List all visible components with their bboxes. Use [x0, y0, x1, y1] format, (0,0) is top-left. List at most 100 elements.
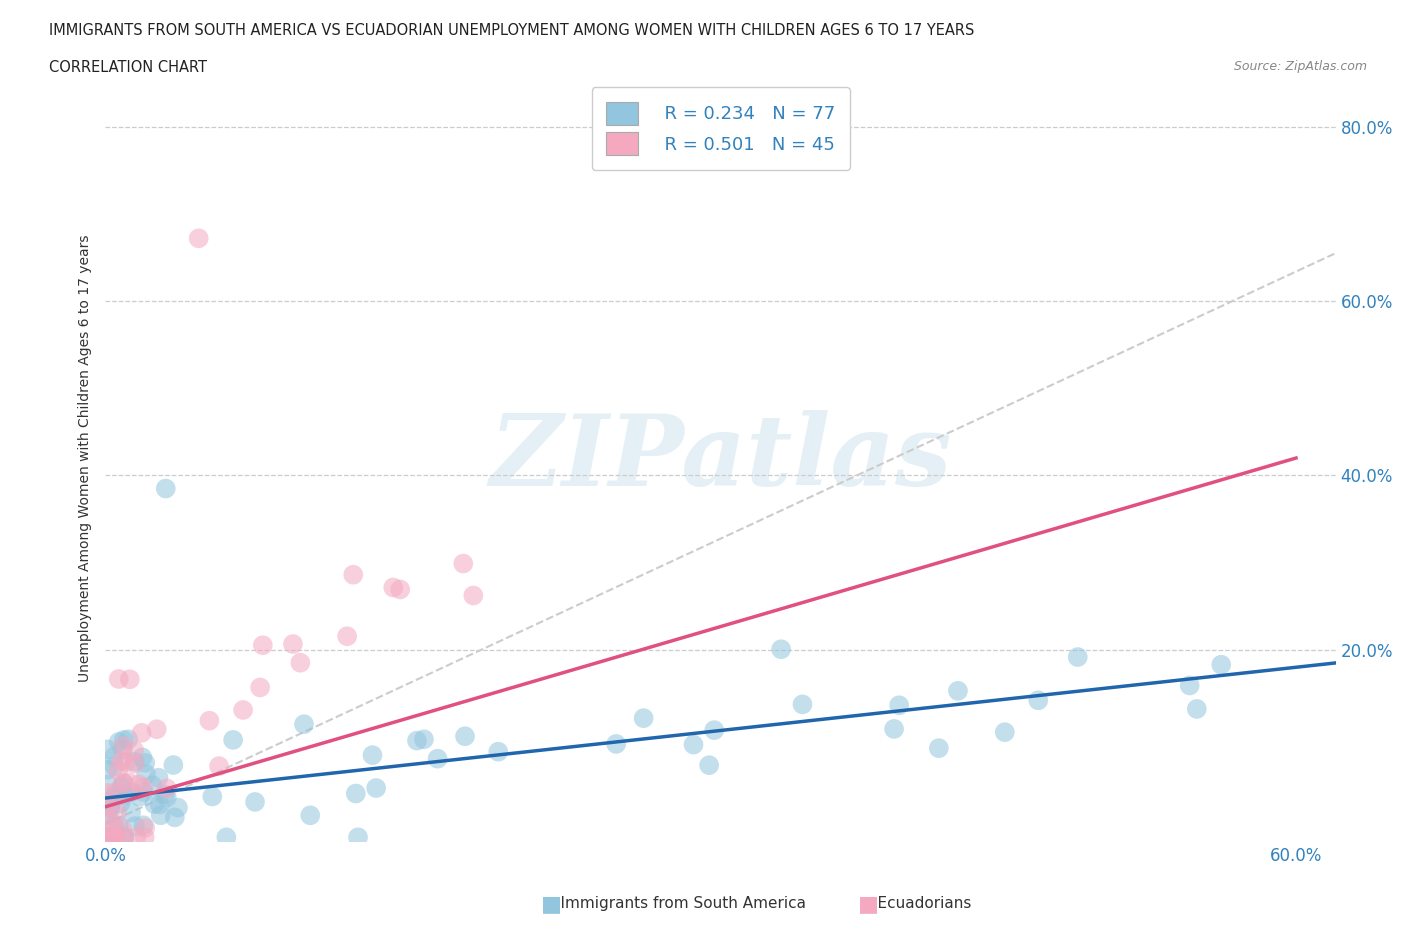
Point — [107, 671, 129, 686]
Text: Immigrants from South America: Immigrants from South America — [541, 897, 806, 911]
Point — [928, 740, 950, 755]
Point — [131, 750, 153, 764]
Point — [96, 799, 118, 814]
Point — [1026, 693, 1049, 708]
Point — [426, 751, 449, 766]
Point — [134, 830, 156, 844]
Point — [281, 636, 304, 651]
Point — [994, 724, 1017, 739]
Point — [463, 588, 485, 603]
Point — [162, 758, 184, 773]
Point — [98, 802, 121, 817]
Point — [96, 806, 118, 821]
Point — [682, 737, 704, 752]
Point — [97, 794, 120, 809]
Point — [128, 777, 150, 791]
Point — [132, 785, 155, 800]
Point — [110, 753, 132, 768]
Point — [112, 777, 135, 791]
Point — [163, 810, 186, 825]
Point — [215, 830, 238, 844]
Point — [883, 722, 905, 737]
Point — [96, 786, 118, 801]
Point — [453, 556, 475, 571]
Text: ■: ■ — [858, 894, 879, 914]
Point — [124, 756, 146, 771]
Point — [889, 698, 911, 712]
Point — [104, 785, 127, 800]
Point — [125, 830, 148, 844]
Point — [103, 790, 125, 805]
Point — [361, 748, 384, 763]
Point — [770, 642, 793, 657]
Point — [135, 766, 157, 781]
Point — [128, 790, 150, 804]
Point — [141, 777, 163, 792]
Point — [156, 790, 179, 805]
Point — [98, 830, 121, 844]
Point — [156, 781, 179, 796]
Y-axis label: Unemployment Among Women with Children Ages 6 to 17 years: Unemployment Among Women with Children A… — [79, 234, 93, 682]
Point — [111, 775, 134, 790]
Point — [124, 754, 146, 769]
Point — [96, 777, 118, 792]
Point — [120, 805, 142, 820]
Point — [382, 580, 405, 595]
Point — [112, 830, 135, 844]
Point — [96, 742, 118, 757]
Point — [103, 750, 125, 764]
Text: CORRELATION CHART: CORRELATION CHART — [49, 60, 207, 75]
Point — [149, 797, 172, 812]
Point — [946, 684, 969, 698]
Point — [114, 788, 136, 803]
Point — [118, 671, 141, 686]
Point — [96, 763, 118, 777]
Point — [155, 481, 177, 496]
Text: ZIPatlas: ZIPatlas — [489, 410, 952, 506]
Point — [389, 582, 412, 597]
Point — [103, 830, 125, 844]
Point — [232, 702, 254, 717]
Point — [103, 759, 125, 774]
Text: ■: ■ — [541, 894, 562, 914]
Point — [118, 775, 141, 790]
Text: Ecuadorians: Ecuadorians — [858, 897, 972, 911]
Point — [201, 789, 224, 804]
Point — [104, 830, 127, 844]
Point — [167, 800, 190, 815]
Point — [292, 717, 315, 732]
Point — [117, 732, 139, 747]
Point — [153, 787, 176, 802]
Point — [149, 808, 172, 823]
Point — [96, 830, 118, 844]
Point — [413, 732, 436, 747]
Point — [347, 830, 370, 844]
Point — [105, 788, 128, 803]
Point — [104, 829, 127, 844]
Point — [792, 697, 814, 711]
Point — [103, 820, 125, 835]
Point — [110, 779, 132, 794]
Point — [134, 755, 156, 770]
Legend:   R = 0.234   N = 77,   R = 0.501   N = 45: R = 0.234 N = 77, R = 0.501 N = 45 — [592, 87, 849, 170]
Point — [486, 744, 509, 759]
Point — [1067, 650, 1090, 665]
Point — [132, 817, 155, 832]
Point — [124, 818, 146, 833]
Point — [131, 725, 153, 740]
Point — [605, 737, 627, 751]
Point — [114, 754, 136, 769]
Point — [112, 830, 135, 844]
Point — [98, 799, 121, 814]
Point — [208, 759, 231, 774]
Point — [187, 231, 209, 246]
Point — [633, 711, 655, 725]
Text: IMMIGRANTS FROM SOUTH AMERICA VS ECUADORIAN UNEMPLOYMENT AMONG WOMEN WITH CHILDR: IMMIGRANTS FROM SOUTH AMERICA VS ECUADOR… — [49, 23, 974, 38]
Text: Source: ZipAtlas.com: Source: ZipAtlas.com — [1233, 60, 1367, 73]
Point — [105, 804, 128, 819]
Point — [406, 733, 429, 748]
Point — [703, 723, 725, 737]
Point — [252, 638, 274, 653]
Point — [120, 785, 142, 800]
Point — [198, 713, 221, 728]
